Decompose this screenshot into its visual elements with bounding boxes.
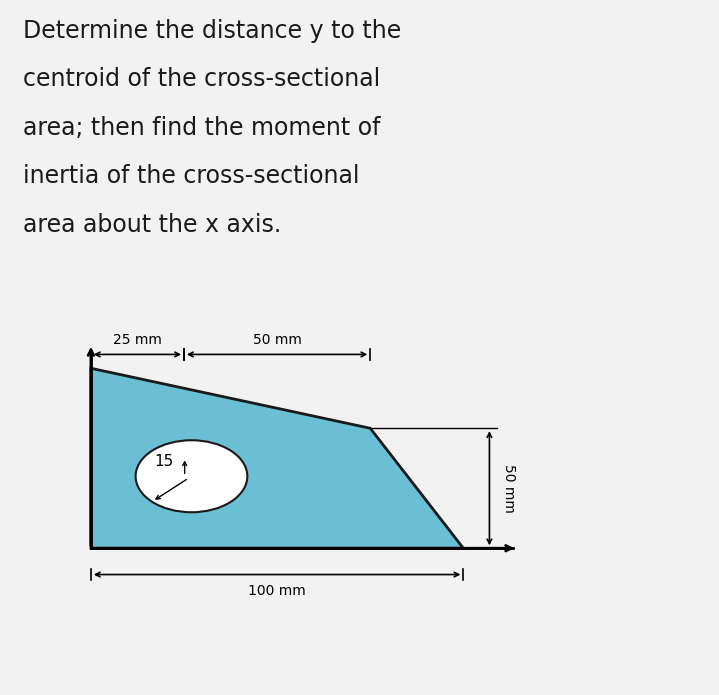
- Text: 100 mm: 100 mm: [248, 584, 306, 598]
- Text: 15: 15: [155, 455, 174, 469]
- Ellipse shape: [136, 440, 247, 512]
- Text: area about the x axis.: area about the x axis.: [23, 213, 281, 236]
- Text: 50 mm: 50 mm: [252, 333, 301, 347]
- Text: inertia of the cross-sectional: inertia of the cross-sectional: [23, 164, 359, 188]
- Text: centroid of the cross-sectional: centroid of the cross-sectional: [23, 67, 380, 91]
- Text: 50 mm: 50 mm: [502, 464, 516, 513]
- Text: 25 mm: 25 mm: [113, 333, 162, 347]
- Text: area; then find the moment of: area; then find the moment of: [23, 115, 380, 140]
- Polygon shape: [91, 368, 463, 548]
- Text: Determine the distance y to the: Determine the distance y to the: [23, 19, 401, 42]
